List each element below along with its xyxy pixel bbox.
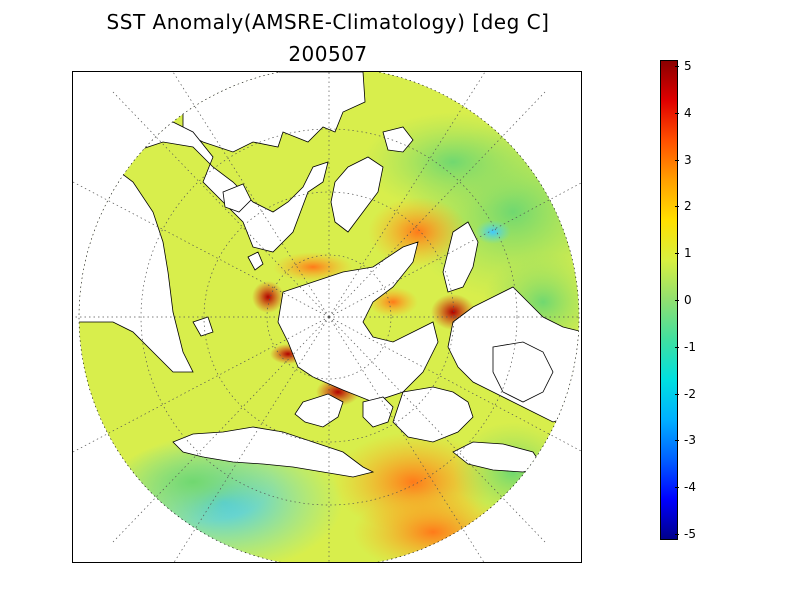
colorbar-tick <box>675 487 679 489</box>
colorbar-tick-label: -5 <box>684 527 696 541</box>
polar-sst-map <box>73 72 581 562</box>
colorbar-tick <box>675 346 679 348</box>
map-boundary <box>78 72 580 562</box>
colorbar-tick <box>675 253 679 255</box>
graticule <box>73 72 581 562</box>
sst-field <box>79 72 579 562</box>
colorbar-tick-label: 5 <box>684 59 692 73</box>
colorbar-tick-label: 1 <box>684 246 692 261</box>
colorbar-tick-label: -1 <box>684 339 696 354</box>
colorbar-tick-label: -3 <box>684 433 696 448</box>
colorbar-tick <box>675 159 679 161</box>
colorbar-tick <box>675 66 679 67</box>
colorbar-tick <box>675 112 679 114</box>
colorbar-tick <box>675 440 679 442</box>
colorbar-tick-label: 3 <box>684 152 692 167</box>
map-title: SST Anomaly(AMSRE-Climatology) [deg C] <box>106 10 550 34</box>
land-masses <box>79 72 579 478</box>
colorbar-tick <box>675 206 679 208</box>
colorbar-tick-label: 4 <box>684 105 692 120</box>
colorbar-tick <box>675 300 679 301</box>
map-date-subtitle: 200507 <box>288 42 368 66</box>
colorbar-tick-label: -4 <box>684 480 696 495</box>
polar-map-panel <box>72 71 582 563</box>
colorbar-tick <box>675 393 679 395</box>
colorbar-tick-label: 2 <box>684 199 692 214</box>
colorbar-tick-label: -2 <box>684 386 696 401</box>
colorbar-tick-label: 0 <box>684 293 692 307</box>
colorbar-tick <box>675 534 679 535</box>
